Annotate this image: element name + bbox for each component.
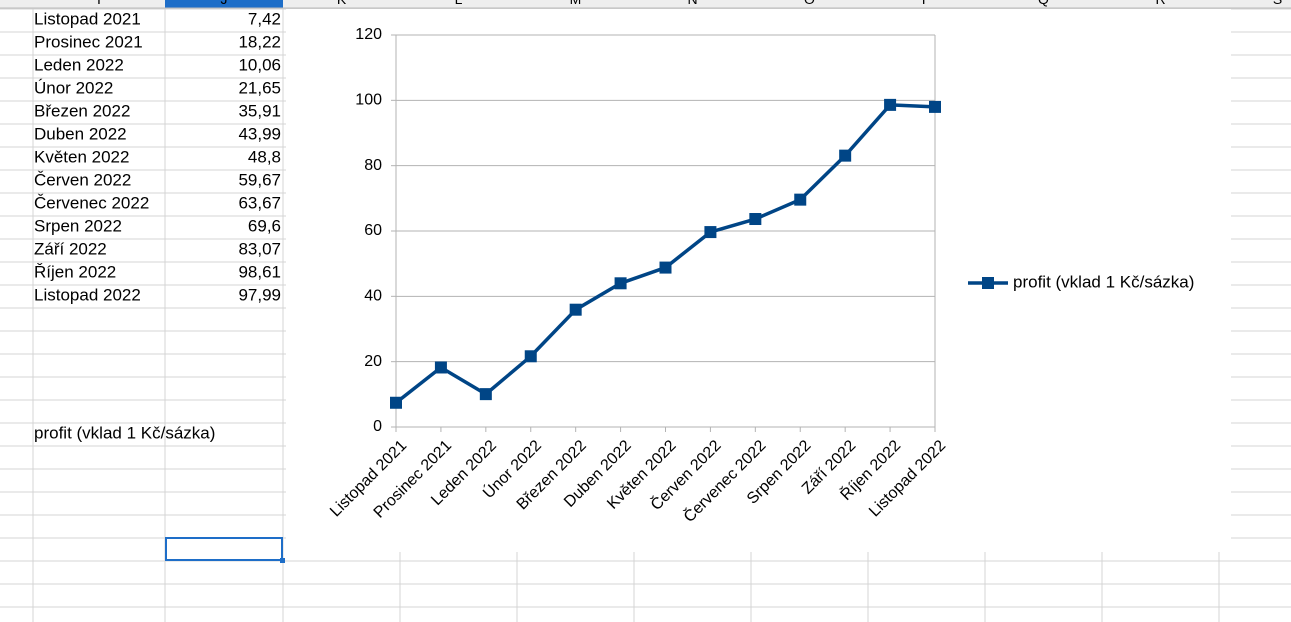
column-header[interactable]: P — [922, 0, 931, 7]
cell-label[interactable]: Červen 2022 — [34, 170, 131, 189]
cell-value[interactable]: 10,06 — [238, 55, 281, 74]
marker — [929, 100, 941, 113]
column-header[interactable]: I — [97, 0, 101, 7]
cell-value[interactable]: 63,67 — [238, 193, 281, 212]
cell-label[interactable]: Červenec 2022 — [34, 193, 149, 212]
marker — [749, 213, 762, 226]
marker — [569, 303, 582, 316]
cell-value[interactable]: 7,42 — [248, 9, 281, 28]
cell-note[interactable]: profit (vklad 1 Kč/sázka) — [34, 423, 215, 442]
cell-value[interactable]: 69,6 — [248, 216, 281, 235]
cell-label[interactable]: Listopad 2021 — [34, 9, 141, 28]
column-header-bar — [0, 0, 1291, 8]
marker — [524, 350, 537, 363]
y-tick-label: 0 — [373, 418, 382, 435]
cell-value[interactable]: 21,65 — [238, 78, 281, 97]
y-tick-label: 100 — [355, 92, 382, 109]
cell-label[interactable]: Duben 2022 — [34, 124, 127, 143]
cell-label[interactable]: Říjen 2022 — [34, 262, 116, 281]
column-header[interactable]: M — [570, 0, 582, 7]
cell-value[interactable]: 98,61 — [238, 262, 281, 281]
cell-label[interactable]: Březen 2022 — [34, 101, 130, 120]
cell-label[interactable]: Leden 2022 — [34, 55, 124, 74]
cell-value[interactable]: 83,07 — [238, 239, 281, 258]
cell-value[interactable]: 18,22 — [238, 32, 281, 51]
selected-column-header — [165, 0, 283, 8]
column-header[interactable]: R — [1155, 0, 1165, 7]
cell-value[interactable]: 35,91 — [238, 101, 281, 120]
chart-area — [286, 9, 1231, 552]
fill-handle — [280, 558, 285, 563]
cell-label[interactable]: Září 2022 — [34, 239, 107, 258]
cell-label[interactable]: Srpen 2022 — [34, 216, 122, 235]
column-header[interactable]: J — [221, 0, 228, 7]
marker — [839, 149, 852, 162]
marker — [659, 261, 672, 274]
cell-label[interactable]: Prosinec 2021 — [34, 32, 143, 51]
cell-value[interactable]: 48,8 — [248, 147, 281, 166]
y-tick-label: 60 — [364, 222, 382, 239]
marker — [390, 396, 402, 409]
column-header[interactable]: O — [804, 0, 815, 7]
y-tick-label: 80 — [364, 157, 382, 174]
column-header[interactable]: S — [1273, 0, 1282, 7]
y-tick-label: 20 — [364, 353, 382, 370]
cell-label[interactable]: Květen 2022 — [34, 147, 129, 166]
y-tick-label: 40 — [364, 288, 382, 305]
y-tick-label: 120 — [355, 26, 382, 43]
cell-value[interactable]: 97,99 — [238, 285, 281, 304]
column-header[interactable]: N — [687, 0, 697, 7]
marker — [794, 193, 807, 206]
column-header[interactable]: L — [455, 0, 463, 7]
cell-label[interactable]: Listopad 2022 — [34, 285, 141, 304]
cells: Listopad 2021 7,42 Prosinec 2021 18,22 Leden… — [34, 9, 285, 563]
legend-label: profit (vklad 1 Kč/sázka) — [1013, 272, 1194, 291]
marker — [614, 277, 627, 290]
column-header[interactable]: K — [337, 0, 347, 7]
selected-cell[interactable] — [165, 537, 283, 561]
marker — [479, 388, 492, 401]
cell-value[interactable]: 43,99 — [238, 124, 281, 143]
cell-value[interactable]: 59,67 — [238, 170, 281, 189]
cell-label[interactable]: Únor 2022 — [34, 78, 113, 97]
column-header[interactable]: Q — [1038, 0, 1049, 7]
marker — [704, 226, 717, 239]
marker — [884, 98, 897, 111]
marker — [434, 361, 447, 374]
legend-marker — [982, 277, 994, 289]
